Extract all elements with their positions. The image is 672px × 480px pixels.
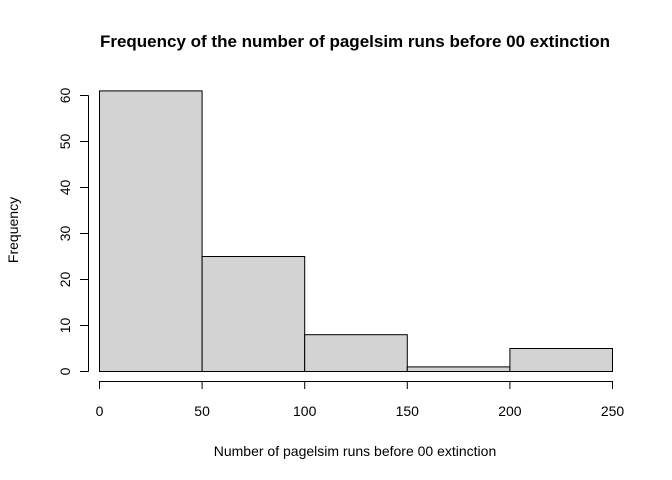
bar-2 xyxy=(304,334,408,373)
y-tick-label-3: 30 xyxy=(57,226,73,242)
y-tick-label-0: 0 xyxy=(57,367,73,375)
x-tick-label-3: 150 xyxy=(396,403,420,419)
y-tick-label-2: 20 xyxy=(57,272,73,288)
x-tick-label-4: 200 xyxy=(498,403,522,419)
x-tick-label-0: 0 xyxy=(96,403,104,419)
bar-4 xyxy=(509,348,613,372)
bar-3 xyxy=(406,366,511,372)
bars-group xyxy=(99,90,613,373)
x-axis-label: Number of pagelsim runs before 00 extinc… xyxy=(214,443,496,459)
y-axis-label: Frequency xyxy=(5,197,21,263)
y-tick-label-5: 50 xyxy=(57,134,73,150)
bar-1 xyxy=(201,256,306,372)
y-tick-label-4: 40 xyxy=(57,180,73,196)
chart-title: Frequency of the number of pagelsim runs… xyxy=(100,32,610,51)
x-axis: 0 50 100 150 200 250 xyxy=(96,381,625,419)
x-tick-label-1: 50 xyxy=(194,403,210,419)
x-tick-label-5: 250 xyxy=(601,403,625,419)
x-tick-label-2: 100 xyxy=(293,403,317,419)
y-axis: 0 10 20 30 40 50 60 xyxy=(57,88,89,375)
y-tick-label-1: 10 xyxy=(57,318,73,334)
y-tick-label-6: 60 xyxy=(57,88,73,104)
bar-0 xyxy=(99,90,203,373)
